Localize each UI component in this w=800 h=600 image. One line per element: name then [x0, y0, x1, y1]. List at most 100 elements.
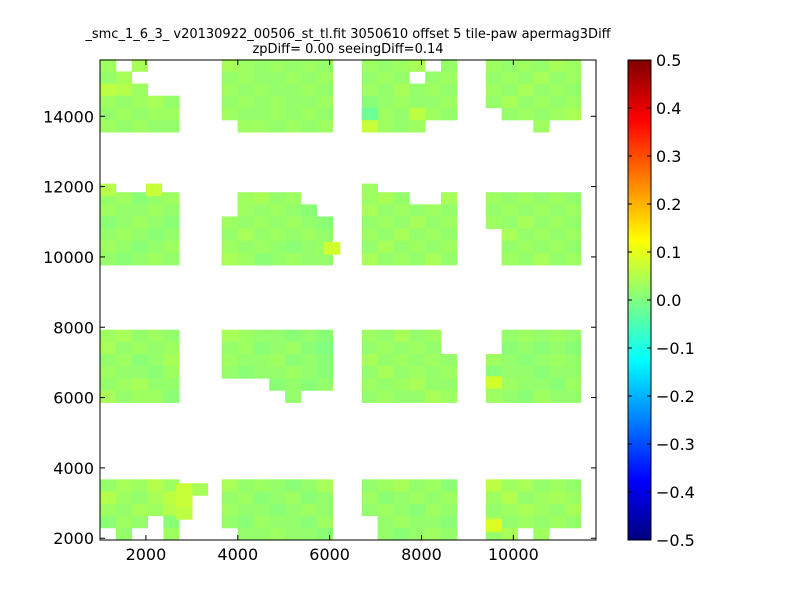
- heatmap-cell: [300, 107, 318, 121]
- heatmap-cell: [253, 329, 270, 343]
- heatmap-cell: [269, 240, 286, 254]
- heatmap-cell: [393, 83, 410, 97]
- heatmap-cell: [269, 119, 286, 133]
- heatmap-cell: [425, 329, 442, 343]
- heatmap-cell: [316, 366, 334, 379]
- heatmap-cell: [485, 71, 503, 84]
- heatmap-cell: [393, 95, 410, 109]
- heatmap-cell: [221, 83, 238, 97]
- heatmap-cell: [147, 503, 164, 517]
- heatmap-cell: [441, 107, 458, 121]
- heatmap-cell: [565, 515, 582, 529]
- colorbar-tick-label: −0.5: [656, 531, 695, 550]
- heatmap-cell: [409, 366, 426, 379]
- heatmap-cell: [253, 107, 270, 121]
- heatmap-cell: [565, 390, 582, 403]
- heatmap-cell: [147, 228, 164, 242]
- heatmap-cell: [533, 353, 550, 367]
- y-tick-label: 10000: [43, 248, 94, 267]
- heatmap-cell: [361, 378, 379, 391]
- heatmap-cell: [361, 390, 379, 403]
- heatmap-cell: [425, 95, 442, 109]
- heatmap-cell: [300, 83, 318, 97]
- heatmap-cell: [549, 491, 566, 504]
- heatmap-cell: [377, 515, 394, 529]
- heatmap-cell: [163, 503, 180, 517]
- heatmap-cell: [409, 216, 426, 230]
- heatmap-cell: [100, 341, 117, 355]
- heatmap-cell: [549, 378, 566, 391]
- heatmap-cell: [517, 329, 534, 343]
- heatmap-cell: [533, 83, 550, 97]
- heatmap-cell: [237, 59, 254, 72]
- heatmap-cell: [565, 491, 582, 504]
- heatmap-cell: [316, 527, 334, 541]
- heatmap-cell: [501, 527, 518, 541]
- heatmap-cell: [253, 71, 270, 84]
- heatmap-cell: [269, 228, 286, 242]
- heatmap-cell: [485, 366, 503, 379]
- heatmap-cell: [361, 204, 379, 217]
- heatmap-cell: [163, 240, 180, 254]
- heatmap-cell: [269, 204, 286, 217]
- heatmap-cell: [377, 527, 394, 541]
- heatmap-cell: [285, 204, 302, 217]
- heatmap-cell: [269, 479, 286, 492]
- y-tick-label: 6000: [53, 389, 94, 408]
- heatmap-cell: [100, 95, 117, 109]
- heatmap-cell: [316, 479, 334, 492]
- heatmap-cell: [163, 353, 180, 367]
- heatmap-cell: [285, 216, 302, 230]
- heatmap-cell: [100, 390, 117, 403]
- heatmap-cell: [517, 192, 534, 205]
- heatmap-cell: [393, 119, 410, 133]
- heatmap-cell: [565, 353, 582, 367]
- heatmap-cell: [256, 252, 273, 266]
- heatmap-cell: [253, 515, 270, 529]
- heatmap-cell: [285, 341, 302, 355]
- heatmap-cell: [237, 479, 254, 492]
- heatmap-cell: [425, 204, 442, 217]
- heatmap-cell: [253, 366, 270, 379]
- heatmap-cell: [393, 479, 410, 492]
- heatmap-cell: [409, 491, 426, 504]
- heatmap-cell: [501, 192, 518, 205]
- heatmap-cell: [237, 119, 254, 133]
- heatmap-cell: [533, 366, 550, 379]
- heatmap-cell: [100, 366, 117, 379]
- heatmap-cell: [115, 216, 133, 230]
- heatmap-cell: [147, 378, 164, 391]
- heatmap-cell: [565, 204, 582, 217]
- heatmap-cell: [485, 204, 503, 217]
- heatmap-cell: [409, 119, 426, 133]
- heatmap-cell: [147, 341, 164, 355]
- heatmap-cell: [409, 83, 426, 97]
- heatmap-cell: [100, 83, 117, 97]
- heatmap-cell: [485, 192, 503, 205]
- heatmap-cell: [377, 119, 394, 133]
- heatmap-cell: [285, 95, 302, 109]
- heatmap-cell: [115, 366, 133, 379]
- heatmap-cell: [316, 83, 334, 97]
- heatmap-cell: [425, 107, 442, 121]
- heatmap-cell: [377, 95, 394, 109]
- heatmap-cell: [163, 515, 180, 529]
- heatmap-cell: [441, 95, 458, 109]
- heatmap-cell: [316, 491, 334, 504]
- heatmap-cell: [221, 107, 238, 121]
- heatmap-cell: [300, 240, 318, 254]
- heatmap-cell: [100, 515, 117, 529]
- heatmap-cell: [409, 515, 426, 529]
- heatmap-cell: [221, 503, 238, 517]
- heatmap-cell: [221, 71, 238, 84]
- heatmap-cell: [565, 192, 582, 205]
- heatmap-cell: [393, 204, 410, 217]
- heatmap-cell: [501, 491, 518, 504]
- heatmap-cell: [131, 378, 148, 391]
- x-tick-label: 8000: [401, 545, 442, 564]
- heatmap-cell: [237, 204, 254, 217]
- heatmap-cell: [565, 240, 582, 254]
- heatmap-cell: [393, 240, 410, 254]
- heatmap-cell: [377, 503, 394, 517]
- heatmap-cell: [565, 341, 582, 355]
